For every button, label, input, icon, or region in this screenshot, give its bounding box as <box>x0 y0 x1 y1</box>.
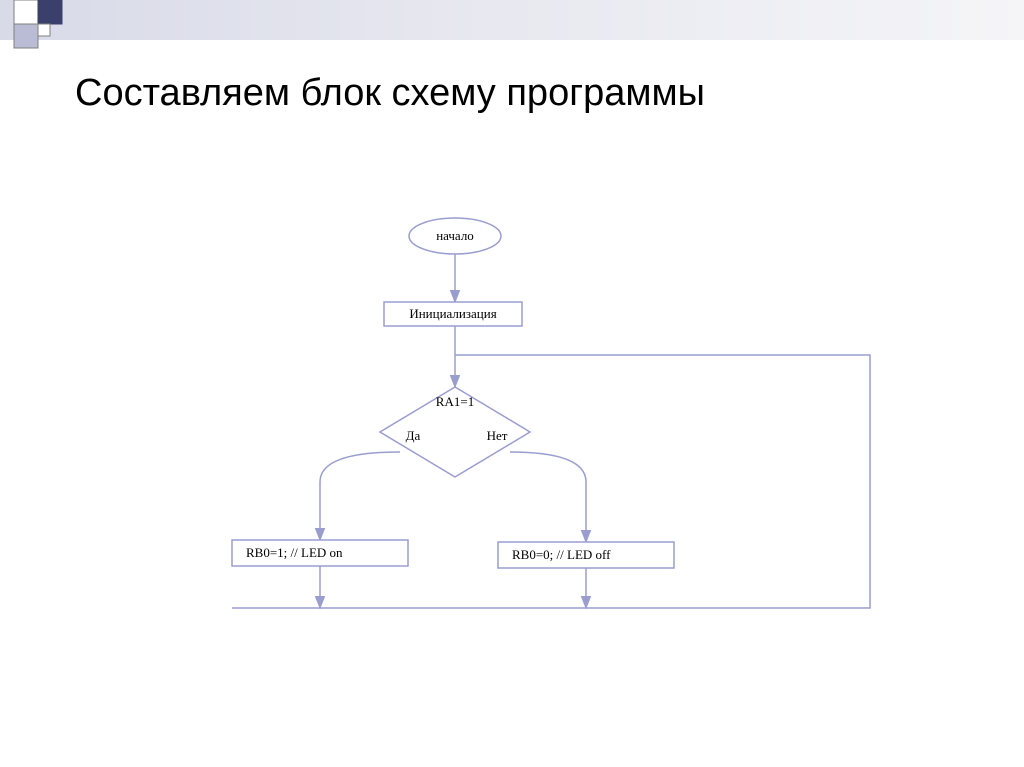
decision-label: RA1=1 <box>415 394 495 410</box>
start-label: начало <box>415 228 495 244</box>
on-label: RB0=1; // LED on <box>246 545 406 561</box>
init-label: Инициализация <box>384 306 522 322</box>
off-label: RB0=0; // LED off <box>512 547 672 563</box>
flowchart <box>0 0 1024 767</box>
decision-yes-label: Да <box>393 428 433 444</box>
decision-no-label: Нет <box>477 428 517 444</box>
